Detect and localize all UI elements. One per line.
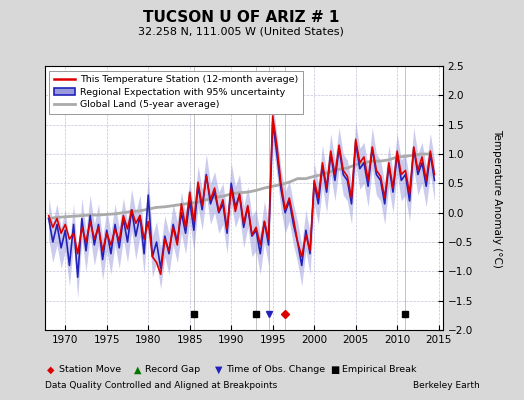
Text: Berkeley Earth: Berkeley Earth xyxy=(413,381,479,390)
Text: Station Move: Station Move xyxy=(59,366,121,374)
Text: Time of Obs. Change: Time of Obs. Change xyxy=(226,366,325,374)
Text: ■: ■ xyxy=(330,365,340,375)
Text: TUCSON U OF ARIZ # 1: TUCSON U OF ARIZ # 1 xyxy=(143,10,339,25)
Text: Record Gap: Record Gap xyxy=(145,366,200,374)
Text: Empirical Break: Empirical Break xyxy=(342,366,416,374)
Legend: This Temperature Station (12-month average), Regional Expectation with 95% uncer: This Temperature Station (12-month avera… xyxy=(49,71,303,114)
Text: ▼: ▼ xyxy=(215,365,222,375)
Text: Data Quality Controlled and Aligned at Breakpoints: Data Quality Controlled and Aligned at B… xyxy=(45,381,277,390)
Y-axis label: Temperature Anomaly (°C): Temperature Anomaly (°C) xyxy=(493,128,503,268)
Text: 32.258 N, 111.005 W (United States): 32.258 N, 111.005 W (United States) xyxy=(138,26,344,36)
Text: ◆: ◆ xyxy=(47,365,54,375)
Text: ▲: ▲ xyxy=(134,365,141,375)
